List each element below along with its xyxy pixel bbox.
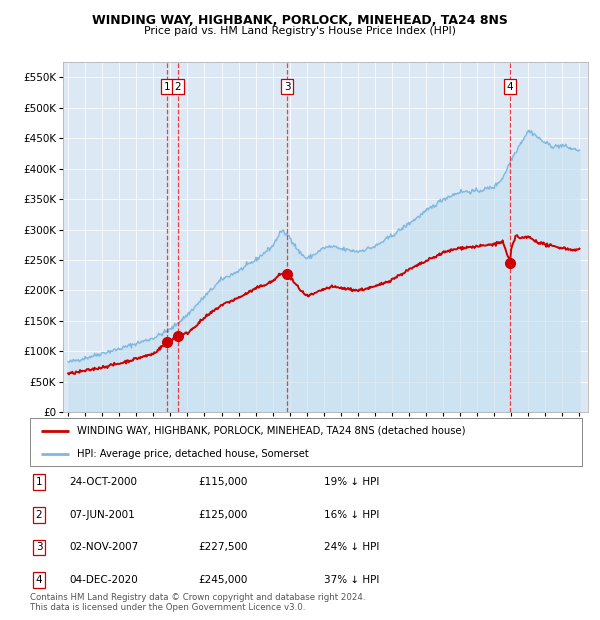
Text: 4: 4 [35, 575, 43, 585]
Text: 24% ↓ HPI: 24% ↓ HPI [324, 542, 379, 552]
Text: 2: 2 [35, 510, 43, 520]
Text: Price paid vs. HM Land Registry's House Price Index (HPI): Price paid vs. HM Land Registry's House … [144, 26, 456, 36]
Text: 2: 2 [175, 81, 181, 92]
Text: £125,000: £125,000 [198, 510, 247, 520]
Text: 1: 1 [164, 81, 170, 92]
Text: £245,000: £245,000 [198, 575, 247, 585]
Text: 16% ↓ HPI: 16% ↓ HPI [324, 510, 379, 520]
Text: 02-NOV-2007: 02-NOV-2007 [69, 542, 138, 552]
Text: £115,000: £115,000 [198, 477, 247, 487]
Text: Contains HM Land Registry data © Crown copyright and database right 2024.
This d: Contains HM Land Registry data © Crown c… [30, 593, 365, 612]
Text: 1: 1 [35, 477, 43, 487]
Text: 19% ↓ HPI: 19% ↓ HPI [324, 477, 379, 487]
Text: 3: 3 [284, 81, 290, 92]
Text: 37% ↓ HPI: 37% ↓ HPI [324, 575, 379, 585]
Text: 4: 4 [506, 81, 513, 92]
Text: £227,500: £227,500 [198, 542, 248, 552]
Text: 04-DEC-2020: 04-DEC-2020 [69, 575, 138, 585]
Text: WINDING WAY, HIGHBANK, PORLOCK, MINEHEAD, TA24 8NS (detached house): WINDING WAY, HIGHBANK, PORLOCK, MINEHEAD… [77, 426, 466, 436]
Text: HPI: Average price, detached house, Somerset: HPI: Average price, detached house, Some… [77, 449, 308, 459]
Text: 24-OCT-2000: 24-OCT-2000 [69, 477, 137, 487]
Text: WINDING WAY, HIGHBANK, PORLOCK, MINEHEAD, TA24 8NS: WINDING WAY, HIGHBANK, PORLOCK, MINEHEAD… [92, 14, 508, 27]
Text: 3: 3 [35, 542, 43, 552]
Text: 07-JUN-2001: 07-JUN-2001 [69, 510, 135, 520]
